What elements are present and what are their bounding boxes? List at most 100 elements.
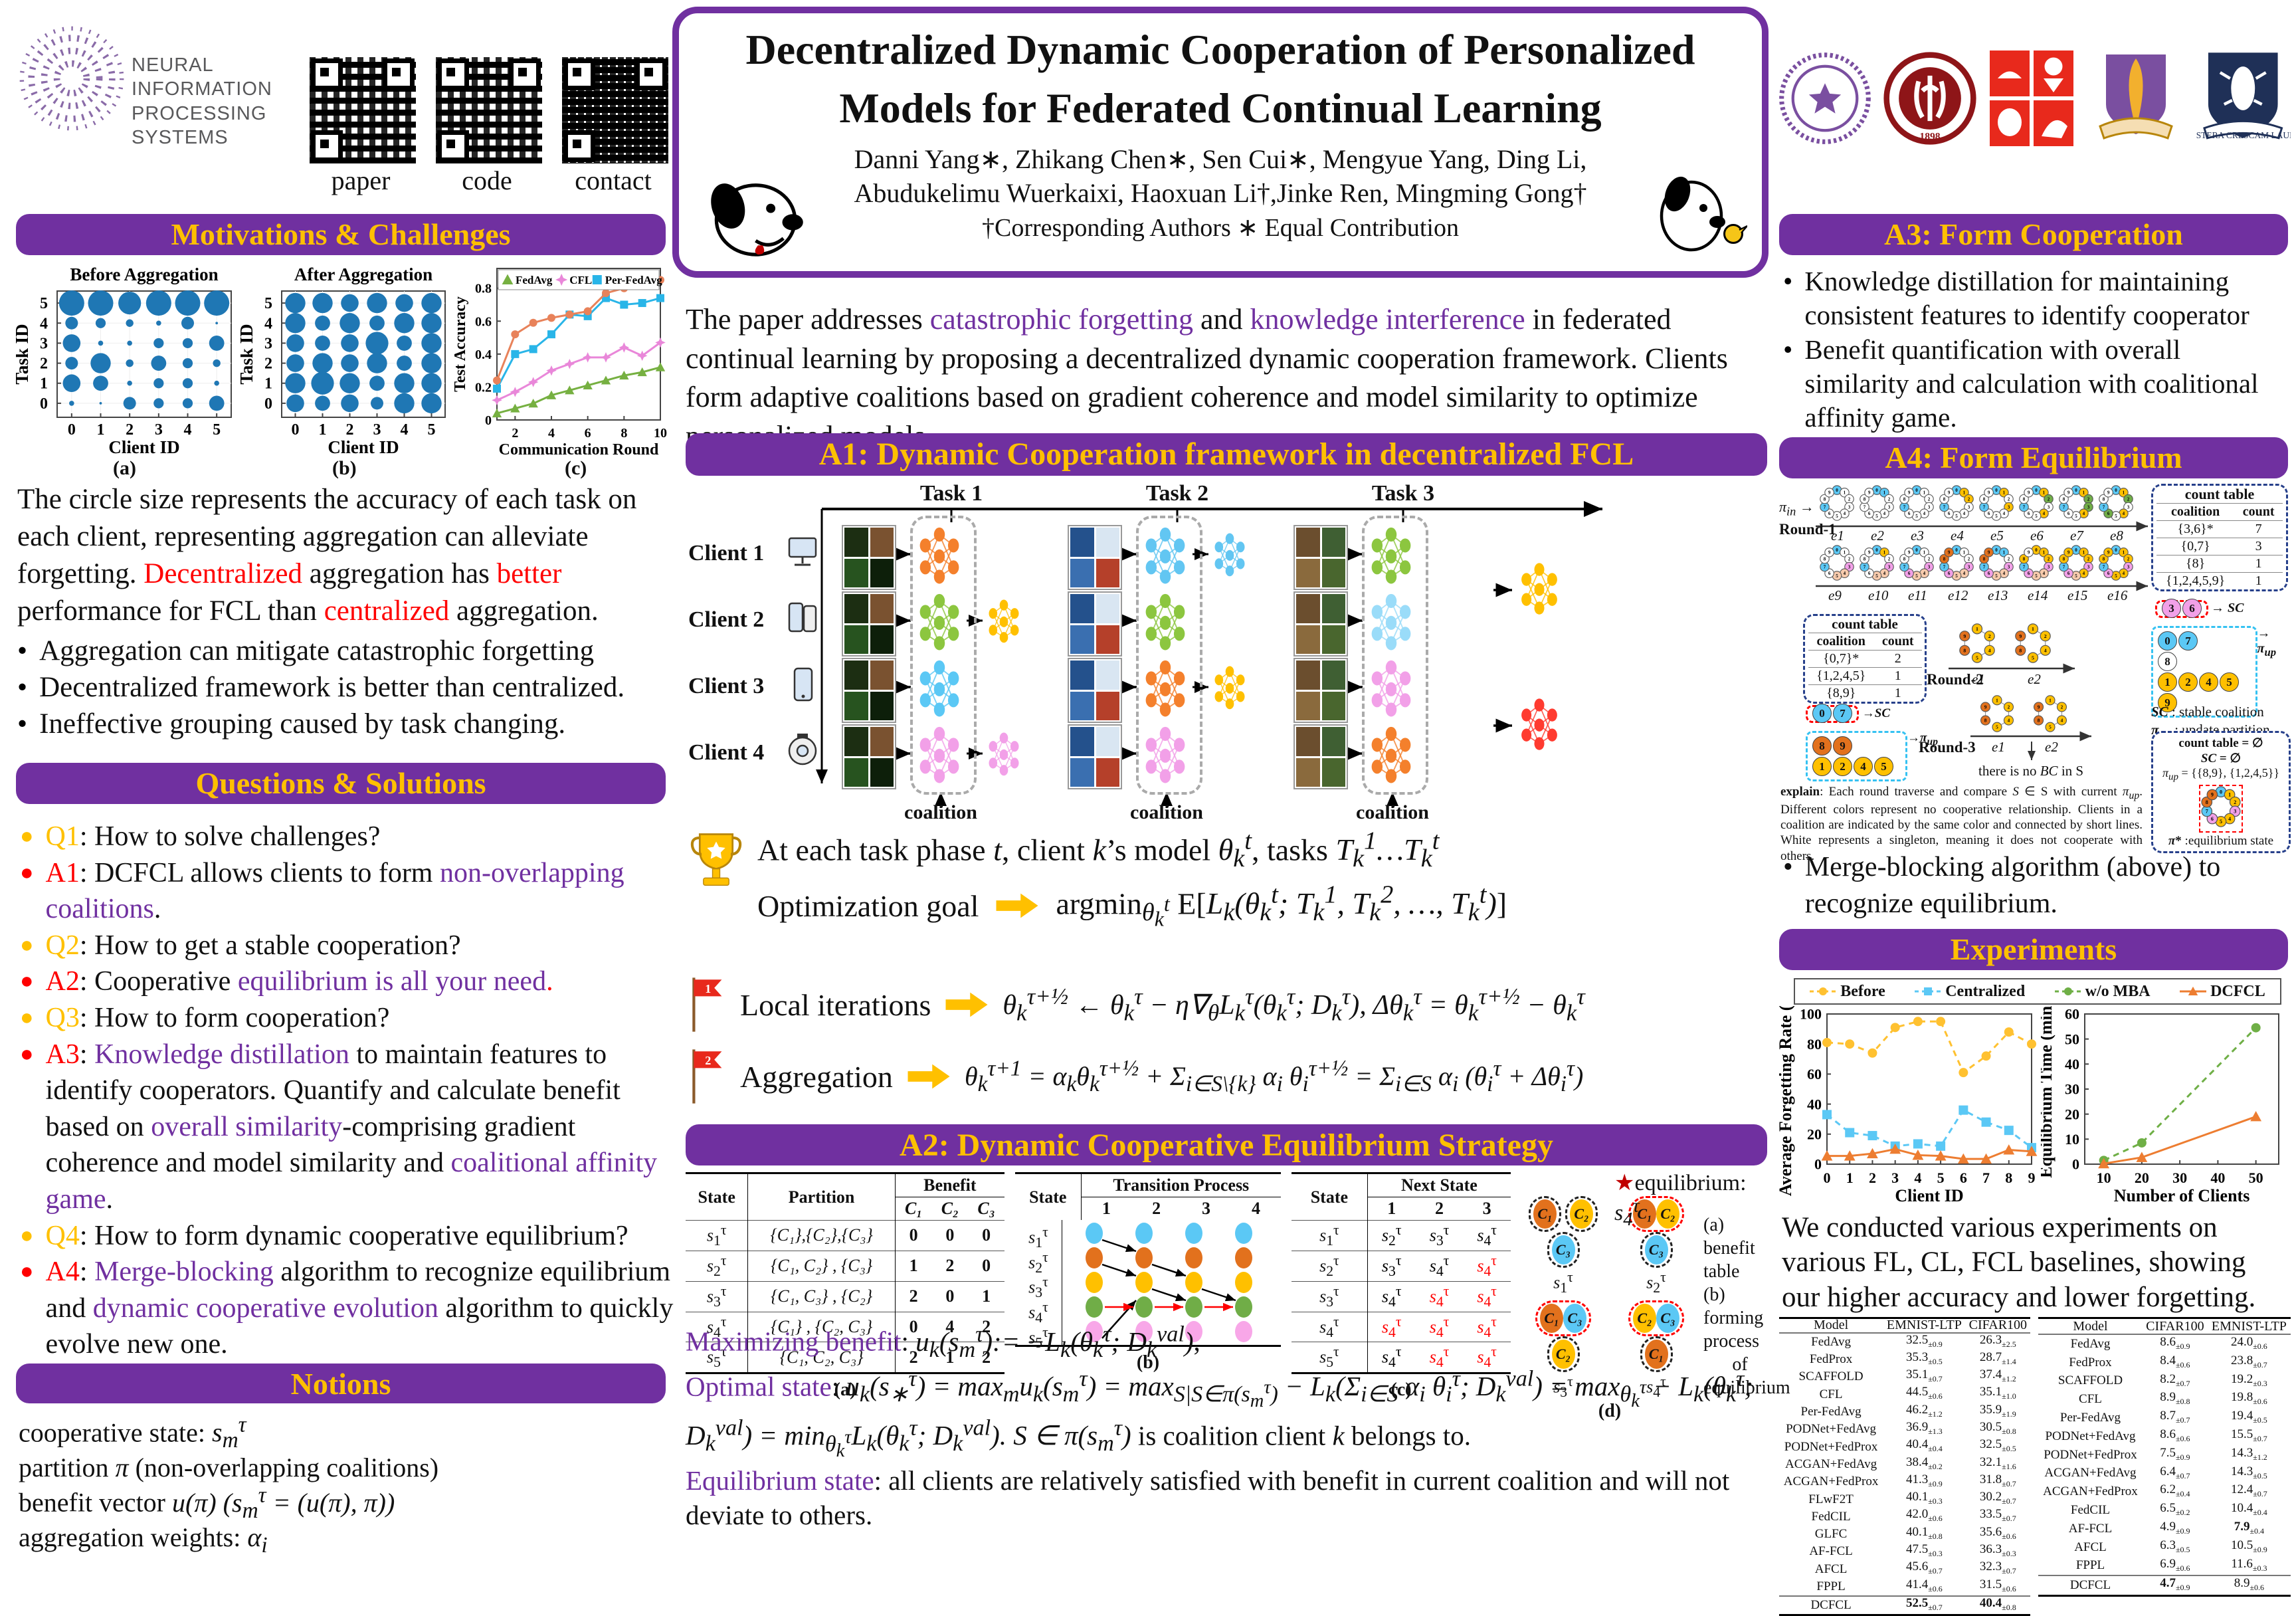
caption-a-benefit: (a) benefit table (b) forming process of… (1703, 1213, 1790, 1399)
svg-text:7: 7 (1943, 564, 1946, 569)
event-label: e7 (2070, 528, 2083, 544)
event-label: e4 (1951, 528, 1964, 544)
svg-text:7: 7 (1983, 504, 1986, 510)
svg-text:5: 5 (1875, 573, 1878, 579)
qa-item-a4: ● A4: Merge-blocking algorithm to recogni… (20, 1257, 674, 1360)
round1-graph-e13: 0 1 2 3 4 5 6 7 8 9 (1978, 545, 2014, 584)
svg-text:9: 9 (2028, 1169, 2036, 1186)
svg-text:5: 5 (2075, 573, 2077, 579)
model-network-icon (913, 590, 965, 656)
round1-graph-e15: 0 1 2 3 4 5 6 7 8 9 (2058, 545, 2094, 584)
legend-item-dcfcl: DCFCL (2180, 983, 2265, 1001)
round1-graph-e16: 0 1 2 3 4 5 6 7 8 9 (2098, 545, 2134, 584)
chart-after-aggregation: After Aggregation 0 1 2 3 4 5 0 1 2 3 4 5 Client ID Ta… (237, 263, 450, 462)
svg-text:5: 5 (2035, 514, 2038, 519)
svg-text:CFL: CFL (569, 274, 592, 286)
svg-text:0: 0 (2115, 548, 2117, 553)
svg-text:1: 1 (1923, 490, 1926, 496)
svg-text:5: 5 (1875, 514, 1878, 519)
svg-text:8: 8 (2063, 496, 2065, 502)
svg-text:8: 8 (1903, 556, 1906, 561)
flag-2-icon: 2 (692, 1049, 722, 1104)
svg-text:1: 1 (2123, 550, 2125, 556)
svg-text:1: 1 (2003, 550, 2006, 556)
svg-text:7: 7 (1943, 504, 1946, 510)
neurips-text-line1: NEURAL INFORMATION (132, 54, 272, 100)
step1-block: 1 Local iterations θkτ+½ ← θkτ − η∇θLkτ(… (688, 975, 1765, 1034)
svg-text:8: 8 (2103, 496, 2105, 502)
round1-count-table: count table coalition count {3,6}* 7 {0,7} 3… (2151, 484, 2288, 591)
model-network-icon (1139, 656, 1191, 722)
svg-text:2: 2 (2048, 556, 2050, 561)
svg-text:2: 2 (512, 426, 518, 441)
chinese-university-of-hong-kong-logo (2099, 54, 2173, 140)
coalition-box (1362, 516, 1428, 795)
svg-text:3: 3 (40, 335, 48, 352)
strategy-text: Maximizing benefit: uk(smτ):= −Lk(θkτ; D… (686, 1320, 1767, 1533)
svg-text:7: 7 (2063, 504, 2065, 510)
svg-text:4: 4 (401, 421, 409, 439)
svg-text:9: 9 (1948, 490, 1951, 496)
svg-text:3: 3 (2234, 808, 2236, 814)
event-label: e1 (1972, 671, 1985, 687)
svg-text:9: 9 (2211, 791, 2214, 797)
client-label: Client 2 (688, 607, 765, 632)
svg-text:4: 4 (2083, 511, 2085, 516)
svg-text:9: 9 (1868, 490, 1871, 496)
event-label: e2 (2028, 671, 2041, 687)
svg-text:8: 8 (2063, 556, 2065, 561)
qr-paper (307, 54, 419, 166)
round1-graph-e10: 0 1 2 3 4 5 6 7 8 9 (1859, 545, 1895, 584)
model-network-icon (913, 656, 965, 722)
svg-text:0: 0 (2035, 548, 2038, 553)
model-network-icon (913, 524, 965, 589)
list-item: • Benefit quantification with overall sim… (1783, 334, 2259, 433)
svg-text:2: 2 (2061, 704, 2063, 710)
step1-formula: θkτ+½ ← θkτ − η∇θLkτ(θkτ; Dkτ), Δθkτ = θ… (1003, 983, 1585, 1026)
svg-text:5: 5 (1996, 725, 1998, 730)
svg-text:7: 7 (1982, 1169, 1990, 1186)
pi-in-label: πin → (1779, 498, 1814, 518)
svg-text:8: 8 (621, 426, 627, 441)
university-of-bristol-logo (1990, 50, 2073, 146)
svg-text:9: 9 (1828, 490, 1831, 496)
svg-text:3: 3 (2087, 504, 2090, 510)
task-label: Task 1 (919, 481, 983, 506)
svg-text:0: 0 (1875, 488, 1878, 493)
svg-text:5: 5 (1915, 573, 1918, 579)
svg-text:1: 1 (1923, 550, 1926, 556)
svg-text:2: 2 (2008, 556, 2010, 561)
svg-text:3: 3 (2048, 564, 2050, 569)
coalition-box (910, 516, 977, 795)
svg-text:2: 2 (2234, 799, 2236, 805)
svg-text:3: 3 (1968, 564, 1970, 569)
svg-text:7: 7 (1864, 504, 1866, 510)
svg-text:9: 9 (2038, 704, 2040, 710)
svg-text:60: 60 (1807, 1066, 1822, 1082)
goal-intro: At each task phase t, client k’s model θ… (757, 827, 1440, 873)
notion-line: cooperative state: smτ (19, 1413, 246, 1453)
model-network-icon (1139, 524, 1191, 589)
svg-text:9: 9 (2107, 490, 2110, 496)
svg-text:9: 9 (1963, 633, 1966, 639)
svg-text:4: 4 (2003, 571, 2006, 576)
svg-text:8: 8 (1943, 556, 1946, 561)
svg-text:6: 6 (1868, 571, 1871, 576)
svg-text:4: 4 (2228, 815, 2231, 821)
svg-text:4: 4 (1923, 571, 1926, 576)
model-network-icon (1139, 590, 1191, 656)
svg-text:0: 0 (1995, 488, 1998, 493)
experiments-legend: Before Centralized w/o MBA DCFCL (1794, 978, 2281, 1005)
svg-text:8: 8 (1824, 496, 1826, 502)
svg-text:2: 2 (1988, 633, 1991, 639)
svg-text:3: 3 (2127, 504, 2130, 510)
event-label: e14 (2028, 587, 2048, 603)
svg-text:1: 1 (40, 375, 48, 393)
svg-text:5: 5 (1995, 514, 1998, 519)
round1-graph-e8: 0 1 2 3 4 5 6 7 8 9 (2098, 485, 2134, 524)
tsinghua-university-logo (1779, 52, 1871, 144)
motivation-paragraph: The circle size represents the accuracy … (17, 484, 637, 627)
svg-text:0: 0 (2075, 488, 2077, 493)
task-samples-image (1068, 724, 1122, 789)
svg-text:5: 5 (2049, 725, 2052, 730)
